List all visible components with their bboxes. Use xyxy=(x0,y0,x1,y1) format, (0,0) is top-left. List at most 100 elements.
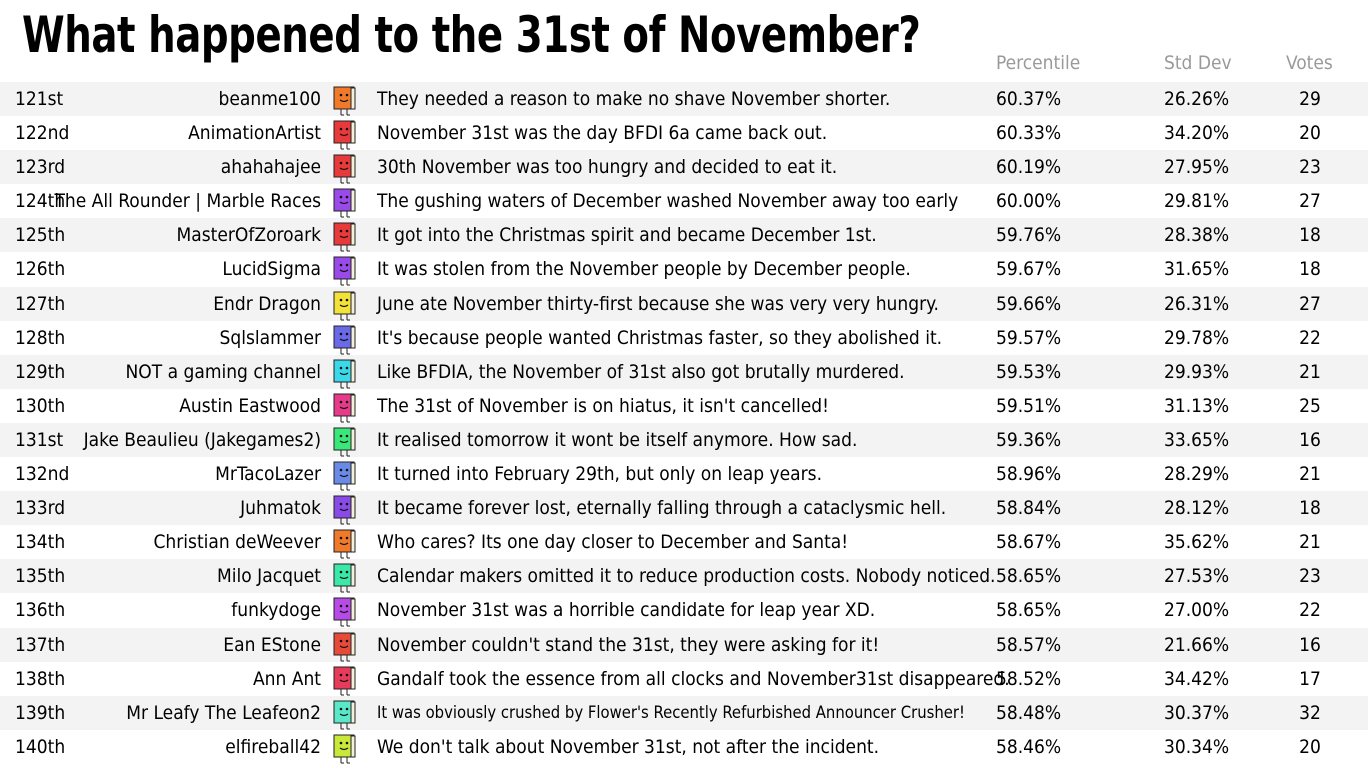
response-text: It got into the Christmas spirit and bec… xyxy=(377,224,877,247)
percentile-value: 58.65% xyxy=(996,565,1062,588)
percentile-value: 58.84% xyxy=(996,497,1062,520)
std-dev-value: 28.12% xyxy=(1164,497,1230,520)
contestant-name: beanme100 xyxy=(218,88,321,110)
book-character-icon xyxy=(333,461,356,491)
rank-cell: 137th xyxy=(15,633,66,656)
votes-value: 25 xyxy=(1299,394,1321,417)
response-text: It was obviously crushed by Flower's Rec… xyxy=(377,702,965,722)
std-dev-value: 27.00% xyxy=(1164,599,1230,622)
votes-value: 18 xyxy=(1299,497,1321,520)
percentile-value: 60.33% xyxy=(996,122,1062,145)
rank-cell: 122nd xyxy=(15,122,70,145)
std-dev-value: 29.78% xyxy=(1164,326,1230,349)
std-dev-value: 31.13% xyxy=(1164,394,1230,417)
table-row: 121st beanme100 They needed a reason to ma… xyxy=(0,82,1368,117)
votes-value: 22 xyxy=(1299,599,1321,622)
std-dev-value: 26.26% xyxy=(1164,88,1230,110)
contestant-name: MasterOfZoroark xyxy=(176,224,321,247)
contestant-name: Ann Ant xyxy=(252,667,321,690)
table-row: 133rd Juhmatok It became forever lost, ete… xyxy=(0,491,1368,526)
contestant-name: Mr Leafy The Leafeon2 xyxy=(126,701,321,724)
rank-cell: 126th xyxy=(15,258,66,281)
table-row: 122nd AnimationArtist November 31st was th… xyxy=(0,116,1368,151)
response-text: They needed a reason to make no shave No… xyxy=(377,88,891,110)
book-character-icon xyxy=(333,632,356,661)
percentile-value: 60.37% xyxy=(996,88,1062,110)
contestant-name: Ean EStone xyxy=(223,633,321,656)
percentile-value: 60.00% xyxy=(996,190,1062,213)
book-character-icon xyxy=(333,700,356,730)
std-dev-value: 26.31% xyxy=(1164,292,1230,315)
response-text: It became forever lost, eternally fallin… xyxy=(377,497,947,520)
percentile-value: 59.36% xyxy=(996,428,1062,451)
percentile-value: 59.53% xyxy=(996,360,1062,383)
percentile-value: 58.57% xyxy=(996,633,1062,656)
std-dev-header: Std Dev xyxy=(1164,52,1232,74)
table-row: 132nd MrTacoLazer It turned into February … xyxy=(0,457,1368,492)
contestant-name: Jake Beaulieu (Jakegames2) xyxy=(83,428,321,451)
table-row: 125th MasterOfZoroark It got into the Chri… xyxy=(0,218,1368,253)
book-character-icon xyxy=(333,734,356,764)
rank-cell: 127th xyxy=(15,292,66,315)
std-dev-value: 27.95% xyxy=(1164,156,1230,179)
percentile-header: Percentile xyxy=(996,52,1081,74)
votes-value: 32 xyxy=(1299,701,1321,724)
response-text: Who cares? Its one day closer to Decembe… xyxy=(377,531,849,554)
table-row: 124th The All Rounder | Marble Races The g… xyxy=(0,184,1368,219)
contestant-name: MrTacoLazer xyxy=(215,463,321,486)
results-table: 121st beanme100 They needed a reason to ma… xyxy=(0,82,1368,764)
table-row: 126th LucidSigma It was stolen from the No… xyxy=(0,252,1368,287)
std-dev-value: 28.38% xyxy=(1164,224,1230,247)
contestant-name: Sqlslammer xyxy=(219,326,321,349)
rank-cell: 136th xyxy=(15,599,66,622)
rank-cell: 132nd xyxy=(15,463,70,486)
votes-value: 23 xyxy=(1299,156,1321,179)
contestant-name: NOT a gaming channel xyxy=(125,360,321,383)
std-dev-value: 34.20% xyxy=(1164,122,1230,145)
votes-value: 27 xyxy=(1299,292,1321,315)
percentile-value: 58.48% xyxy=(996,701,1062,724)
votes-value: 20 xyxy=(1299,735,1321,758)
response-text: November 31st was the day BFDI 6a came b… xyxy=(377,122,828,145)
votes-value: 22 xyxy=(1299,326,1321,349)
std-dev-value: 30.34% xyxy=(1164,735,1230,758)
book-character-icon xyxy=(333,86,356,116)
contestant-name: Endr Dragon xyxy=(213,292,321,315)
std-dev-value: 28.29% xyxy=(1164,463,1230,486)
book-character-icon xyxy=(333,154,356,184)
book-character-icon xyxy=(333,222,356,252)
rank-cell: 131st xyxy=(15,428,64,451)
percentile-value: 58.46% xyxy=(996,735,1062,758)
percentile-value: 58.52% xyxy=(996,667,1062,690)
response-text: Gandalf took the essence from all clocks… xyxy=(377,667,1010,690)
std-dev-value: 30.37% xyxy=(1164,701,1230,724)
table-row: 136th funkydoge November 31st was a horrib… xyxy=(0,593,1368,628)
rank-cell: 128th xyxy=(15,326,66,349)
table-row: 137th Ean EStone November couldn't stand t… xyxy=(0,627,1368,662)
response-text: It turned into February 29th, but only o… xyxy=(377,463,822,486)
book-character-icon xyxy=(333,495,356,525)
percentile-value: 58.67% xyxy=(996,531,1062,554)
response-text: It realised tomorrow it wont be itself a… xyxy=(377,428,858,451)
contestant-name: elfireball42 xyxy=(225,735,321,758)
votes-value: 21 xyxy=(1299,463,1321,486)
book-character-icon xyxy=(333,256,356,286)
std-dev-value: 33.65% xyxy=(1164,428,1230,451)
page-title: What happened to the 31st of November? xyxy=(22,6,921,64)
book-character-icon xyxy=(333,563,356,593)
table-row: 127th Endr Dragon June ate November thirty… xyxy=(0,286,1368,321)
response-text: The 31st of November is on hiatus, it is… xyxy=(377,394,829,417)
votes-value: 21 xyxy=(1299,360,1321,383)
rank-cell: 121st xyxy=(15,88,64,110)
contestant-name: Christian deWeever xyxy=(153,531,321,554)
book-character-icon xyxy=(333,291,356,321)
std-dev-value: 21.66% xyxy=(1164,633,1230,656)
std-dev-value: 27.53% xyxy=(1164,565,1230,588)
contestant-name: AnimationArtist xyxy=(188,122,321,145)
table-row: 123rd ahahahajee 30th November was too hun… xyxy=(0,150,1368,185)
table-row: 135th Milo Jacquet Calendar makers omitted… xyxy=(0,559,1368,594)
votes-value: 16 xyxy=(1299,428,1321,451)
votes-value: 20 xyxy=(1299,122,1321,145)
percentile-value: 59.67% xyxy=(996,258,1062,281)
book-character-icon xyxy=(333,393,356,423)
